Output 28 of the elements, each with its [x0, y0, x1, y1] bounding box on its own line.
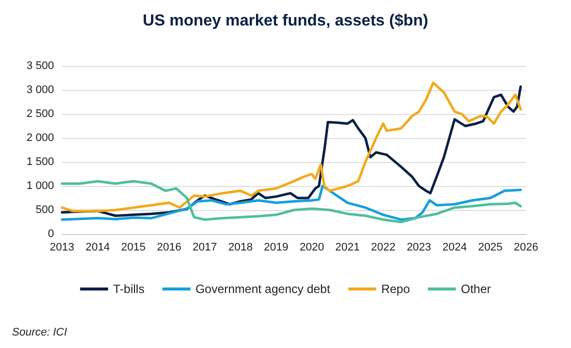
y-tick-label: 500	[36, 204, 54, 216]
y-tick-label: 1 500	[26, 156, 54, 168]
y-tick-label: 2 000	[26, 132, 54, 144]
x-tick-label: 2015	[121, 242, 146, 254]
y-tick-label: 2 500	[26, 108, 54, 120]
x-tick-label: 2026	[514, 242, 538, 254]
x-tick-label: 2018	[228, 242, 253, 254]
y-tick-label: 0	[48, 228, 54, 240]
x-tick-label: 2017	[192, 242, 218, 254]
x-tick-label: 2025	[478, 242, 503, 254]
y-tick-label: 3 500	[26, 60, 54, 72]
x-tick-label: 2014	[85, 242, 110, 254]
source-note: Source: ICI	[12, 326, 68, 338]
chart-title: US money market funds, assets ($bn)	[142, 12, 428, 30]
x-tick-label: 2016	[156, 242, 182, 254]
legend-label: Repo	[381, 282, 410, 296]
legend-label: Other	[460, 282, 491, 296]
x-tick-label: 2020	[300, 242, 324, 254]
x-tick-label: 2024	[442, 242, 467, 254]
x-tick-label: 2013	[50, 242, 74, 254]
legend-label: Government agency debt	[195, 282, 331, 296]
x-tick-label: 2022	[370, 242, 396, 254]
legend-label: T-bills	[113, 282, 144, 296]
x-tick-label: 2021	[335, 242, 360, 254]
x-tick-label: 2019	[264, 242, 288, 254]
x-tick-label: 2023	[406, 242, 432, 254]
y-tick-label: 1 000	[26, 180, 54, 192]
y-tick-label: 3 000	[26, 84, 54, 96]
